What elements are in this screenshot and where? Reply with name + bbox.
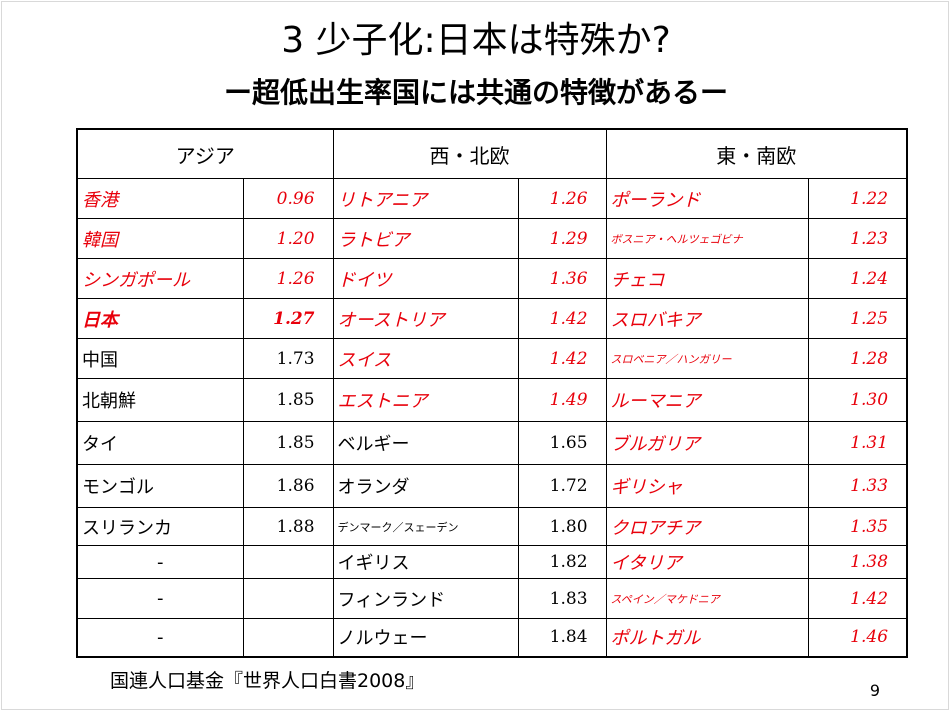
asia-fertility-rate: 1.86 — [242, 464, 334, 508]
asia-fertility-rate: 1.88 — [242, 507, 334, 546]
table-header-row: アジア 西・北欧 東・南欧 — [76, 128, 908, 179]
table-row: スリランカ 1.88 デンマーク／スェーデン 1.80 クロアチア 1.35 — [76, 507, 908, 546]
east-south-europe-country-name: ポーランド — [605, 178, 809, 219]
asia-country-name: 北朝鮮 — [76, 378, 244, 422]
asia-country-name: 韓国 — [76, 218, 244, 259]
east-south-europe-country-name: ブルガリア — [605, 421, 809, 465]
asia-fertility-rate: 0.96 — [242, 178, 334, 219]
slide-subtitle: ー超低出生率国には共通の特徴があるー — [223, 76, 728, 109]
west-north-europe-country-name: イギリス — [332, 545, 519, 579]
table-row: 北朝鮮 1.85 エストニア 1.49 ルーマニア 1.30 — [76, 378, 908, 422]
west-north-europe-fertility-rate: 1.42 — [517, 298, 607, 339]
east-south-europe-country-name: ポルトガル — [605, 618, 809, 657]
east-south-europe-country-name: スペイン／マケドニア — [605, 578, 809, 619]
west-north-europe-fertility-rate: 1.49 — [517, 378, 607, 422]
west-north-europe-country-name: オーストリア — [332, 298, 519, 339]
west-north-europe-country-name: フィンランド — [332, 578, 519, 619]
fertility-rate-table: アジア 西・北欧 東・南欧 香港 0.96 リトアニア 1.26 ポーランド 1.22 韓国… — [76, 128, 909, 658]
east-south-europe-country-name: ルーマニア — [605, 378, 809, 422]
west-north-europe-country-name: エストニア — [332, 378, 519, 422]
asia-country-name: - — [76, 578, 244, 619]
east-south-europe-fertility-rate: 1.33 — [807, 464, 908, 508]
west-north-europe-country-name: リトアニア — [332, 178, 519, 219]
east-south-europe-fertility-rate: 1.24 — [807, 258, 908, 299]
header-east-south-europe: 東・南欧 — [605, 128, 908, 179]
asia-fertility-rate: 1.20 — [242, 218, 334, 259]
table-row: - フィンランド 1.83 スペイン／マケドニア 1.42 — [76, 578, 908, 619]
west-north-europe-country-name: ベルギー — [332, 421, 519, 465]
west-north-europe-fertility-rate: 1.36 — [517, 258, 607, 299]
table-row: 日本 1.27 オーストリア 1.42 スロバキア 1.25 — [76, 298, 908, 339]
east-south-europe-fertility-rate: 1.35 — [807, 507, 908, 546]
slide-title: 3 少子化:日本は特殊か? — [281, 20, 671, 61]
header-asia: アジア — [76, 128, 334, 179]
east-south-europe-fertility-rate: 1.25 — [807, 298, 908, 339]
table-row: - ノルウェー 1.84 ポルトガル 1.46 — [76, 618, 908, 657]
west-north-europe-country-name: ドイツ — [332, 258, 519, 299]
table-row: 中国 1.73 スイス 1.42 スロベニア／ハンガリー 1.28 — [76, 338, 908, 379]
table-row: - イギリス 1.82 イタリア 1.38 — [76, 545, 908, 579]
table-row: モンゴル 1.86 オランダ 1.72 ギリシャ 1.33 — [76, 464, 908, 508]
table-row: 香港 0.96 リトアニア 1.26 ポーランド 1.22 — [76, 178, 908, 219]
west-north-europe-country-name: スイス — [332, 338, 519, 379]
asia-country-name: 日本 — [76, 298, 244, 339]
west-north-europe-country-name: ラトビア — [332, 218, 519, 259]
east-south-europe-country-name: ボスニア・ヘルツェゴビナ — [605, 218, 809, 259]
east-south-europe-fertility-rate: 1.22 — [807, 178, 908, 219]
east-south-europe-country-name: チェコ — [605, 258, 809, 299]
asia-country-name: スリランカ — [76, 507, 244, 546]
asia-country-name: 香港 — [76, 178, 244, 219]
east-south-europe-country-name: ギリシャ — [605, 464, 809, 508]
west-north-europe-fertility-rate: 1.42 — [517, 338, 607, 379]
asia-country-name: タイ — [76, 421, 244, 465]
asia-fertility-rate — [242, 545, 334, 579]
west-north-europe-fertility-rate: 1.26 — [517, 178, 607, 219]
source-citation: 国連人口基金『世界人口白書2008』 — [110, 670, 425, 692]
table-row: 韓国 1.20 ラトビア 1.29 ボスニア・ヘルツェゴビナ 1.23 — [76, 218, 908, 259]
east-south-europe-fertility-rate: 1.30 — [807, 378, 908, 422]
west-north-europe-fertility-rate: 1.72 — [517, 464, 607, 508]
west-north-europe-fertility-rate: 1.84 — [517, 618, 607, 657]
west-north-europe-country-name: ノルウェー — [332, 618, 519, 657]
asia-fertility-rate: 1.73 — [242, 338, 334, 379]
asia-country-name: シンガポール — [76, 258, 244, 299]
asia-fertility-rate: 1.85 — [242, 421, 334, 465]
east-south-europe-country-name: イタリア — [605, 545, 809, 579]
page-number: 9 — [869, 681, 881, 700]
table-row: タイ 1.85 ベルギー 1.65 ブルガリア 1.31 — [76, 421, 908, 465]
west-north-europe-fertility-rate: 1.83 — [517, 578, 607, 619]
east-south-europe-country-name: スロバキア — [605, 298, 809, 339]
east-south-europe-country-name: スロベニア／ハンガリー — [605, 338, 809, 379]
asia-country-name: モンゴル — [76, 464, 244, 508]
asia-country-name: 中国 — [76, 338, 244, 379]
east-south-europe-fertility-rate: 1.31 — [807, 421, 908, 465]
east-south-europe-fertility-rate: 1.38 — [807, 545, 908, 579]
west-north-europe-fertility-rate: 1.80 — [517, 507, 607, 546]
west-north-europe-country-name: デンマーク／スェーデン — [332, 507, 519, 546]
west-north-europe-country-name: オランダ — [332, 464, 519, 508]
east-south-europe-fertility-rate: 1.46 — [807, 618, 908, 657]
asia-fertility-rate: 1.85 — [242, 378, 334, 422]
header-west-north-europe: 西・北欧 — [332, 128, 607, 179]
asia-fertility-rate: 1.27 — [242, 298, 334, 339]
west-north-europe-fertility-rate: 1.29 — [517, 218, 607, 259]
east-south-europe-fertility-rate: 1.23 — [807, 218, 908, 259]
asia-fertility-rate — [242, 618, 334, 657]
west-north-europe-fertility-rate: 1.65 — [517, 421, 607, 465]
east-south-europe-country-name: クロアチア — [605, 507, 809, 546]
east-south-europe-fertility-rate: 1.42 — [807, 578, 908, 619]
asia-country-name: - — [76, 545, 244, 579]
asia-country-name: - — [76, 618, 244, 657]
asia-fertility-rate: 1.26 — [242, 258, 334, 299]
east-south-europe-fertility-rate: 1.28 — [807, 338, 908, 379]
table-row: シンガポール 1.26 ドイツ 1.36 チェコ 1.24 — [76, 258, 908, 299]
asia-fertility-rate — [242, 578, 334, 619]
west-north-europe-fertility-rate: 1.82 — [517, 545, 607, 579]
